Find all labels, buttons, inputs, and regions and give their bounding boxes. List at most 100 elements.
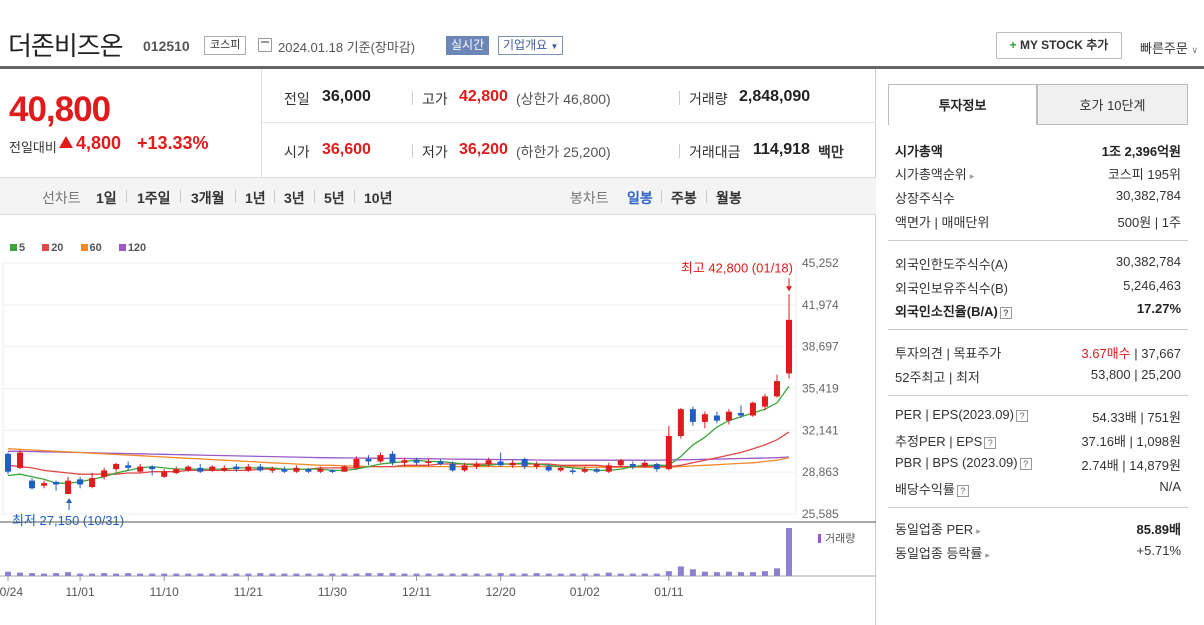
- candle-body: [665, 435, 672, 470]
- tab-5year[interactable]: 5년: [324, 190, 345, 206]
- candle-body: [677, 409, 684, 436]
- volume-bar: [593, 573, 600, 576]
- help-icon: ?: [999, 306, 1012, 319]
- separator: [412, 144, 413, 158]
- prev-label: 전일: [284, 91, 310, 107]
- caret-down-icon: ▼: [550, 42, 559, 51]
- change-value: 4,800: [76, 133, 122, 153]
- volume-bar: [581, 573, 588, 576]
- volume-bar: [761, 571, 768, 576]
- volume-bar: [137, 573, 144, 576]
- corp-overview-label: 기업개요: [503, 38, 548, 52]
- x-tick-label: 11/01: [66, 585, 95, 599]
- volume-bar: [125, 573, 132, 576]
- tab-1year[interactable]: 1년: [245, 190, 266, 206]
- volume-bar: [245, 573, 252, 576]
- candle-body: [737, 412, 744, 416]
- tab-invest-info[interactable]: 투자정보: [888, 84, 1037, 125]
- info-row-foreign-hold: 외국인보유주식수(B) 5,246,463: [895, 278, 1181, 296]
- amount-unit: 백만: [818, 144, 844, 160]
- candle-body: [293, 467, 300, 472]
- upper-limit: (상한가 46,800): [516, 91, 611, 107]
- candlestick-chart[interactable]: 45,252 41,974 38,697 35,419 32,141 28,863 25,5…: [0, 250, 876, 605]
- quick-order-link[interactable]: 빠른주문 ∨: [1140, 38, 1198, 57]
- tab-3month[interactable]: 3개월: [191, 190, 225, 206]
- volume-bar: [521, 573, 528, 576]
- ma5-line: [7, 385, 790, 484]
- separator: [180, 190, 181, 203]
- tab-daily[interactable]: 일봉: [627, 190, 653, 206]
- separator: [412, 91, 413, 105]
- tab-1week[interactable]: 1주일: [137, 190, 171, 206]
- tab-1day[interactable]: 1일: [96, 190, 117, 206]
- volume-bar: [29, 573, 36, 576]
- tab-3year[interactable]: 3년: [284, 190, 305, 206]
- candle-body: [17, 452, 24, 468]
- candle-body: [593, 469, 600, 472]
- info-row-par: 액면가 | 매매단위 500원 | 1주: [895, 215, 1181, 230]
- candle-body: [605, 465, 612, 472]
- realtime-button[interactable]: 실시간: [446, 36, 490, 55]
- volume-bar: [77, 573, 84, 576]
- x-tick-label: 12/20: [486, 585, 516, 599]
- quick-order-label: 빠른주문: [1140, 41, 1188, 56]
- volume-bar: [281, 573, 288, 576]
- candle-body: [149, 466, 156, 470]
- x-tick-label: 01/02: [570, 585, 600, 599]
- volume-label: 거래량: [689, 91, 728, 107]
- candle-body: [617, 460, 624, 466]
- high-value: 42,800: [459, 88, 508, 105]
- volume-label: 거래량: [825, 532, 855, 545]
- candle-body: [257, 466, 264, 471]
- x-tick-label: 01/11: [654, 585, 683, 599]
- candle-body: [749, 402, 756, 416]
- candle-body: [461, 465, 468, 471]
- help-icon: ?: [1019, 457, 1032, 470]
- volume-bar: [365, 573, 372, 576]
- candle-body: [437, 461, 444, 465]
- candle-body: [341, 466, 348, 472]
- volume-bar: [221, 573, 228, 576]
- max-arrow-head: [786, 286, 792, 292]
- volume-bar: [269, 573, 276, 576]
- chevron-down-icon: ∨: [1191, 45, 1199, 55]
- x-tick-label: 11/10: [150, 585, 179, 599]
- plus-icon: +: [1009, 38, 1017, 52]
- candle-body: [786, 319, 792, 374]
- my-stock-add-button[interactable]: + MY STOCK 추가: [996, 32, 1122, 59]
- info-row-foreign-ratio: 외국인소진율(B/A)? 17.27%: [895, 301, 1181, 319]
- help-icon: ?: [1016, 409, 1028, 422]
- open-label: 시가: [284, 144, 310, 160]
- volume-bar: [449, 573, 456, 576]
- amount-label: 거래대금: [689, 144, 741, 160]
- volume-bar: [305, 573, 312, 576]
- candle-body: [305, 469, 312, 472]
- volume-bar: [497, 573, 504, 576]
- volume-bar: [53, 573, 60, 576]
- tab-monthly[interactable]: 월봉: [716, 190, 742, 206]
- chevron-right-icon: ▸: [976, 526, 981, 536]
- candle-body: [509, 462, 516, 466]
- x-tick-label: 11/21: [234, 585, 263, 599]
- candle-body: [137, 466, 144, 472]
- tab-10year[interactable]: 10년: [364, 190, 393, 206]
- candle-body: [161, 471, 168, 477]
- volume-bar: [341, 573, 348, 576]
- volume-bar: [149, 573, 156, 576]
- info-row-industry-change[interactable]: 동일업종 등락률 ▸ +5.71%: [895, 543, 1181, 561]
- info-row-industry-per[interactable]: 동일업종 PER ▸ 85.89배: [895, 522, 1181, 537]
- volume-bar: [5, 571, 11, 576]
- volume-value: 2,848,090: [739, 88, 811, 105]
- tab-weekly[interactable]: 주봉: [671, 190, 697, 206]
- change-percent: +13.33%: [137, 133, 209, 153]
- corp-overview-button[interactable]: 기업개요 ▼: [498, 36, 564, 55]
- separator: [274, 190, 275, 203]
- volume-bar: [473, 573, 480, 576]
- candle-body: [5, 453, 11, 472]
- legend-ma5: 5: [10, 242, 32, 254]
- tab-orderbook-10[interactable]: 호가 10단계: [1037, 84, 1188, 125]
- volume-bar: [677, 566, 684, 576]
- ma120-line: [8, 450, 790, 461]
- chevron-right-icon: ▸: [985, 550, 990, 560]
- volume-bar: [665, 571, 672, 576]
